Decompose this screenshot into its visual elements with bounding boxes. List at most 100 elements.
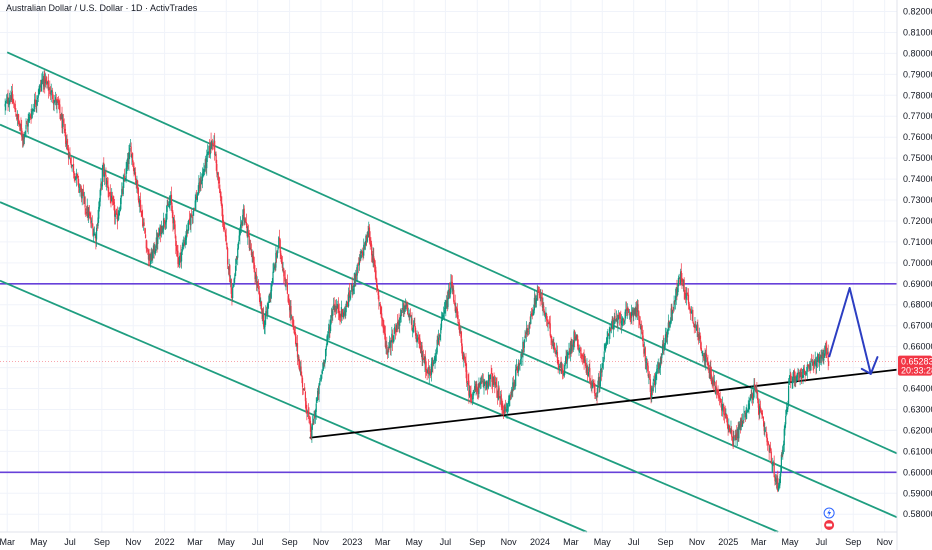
candle-body (216, 164, 218, 174)
candle-body (317, 390, 319, 396)
candle-body (47, 81, 49, 84)
candle-body (535, 299, 537, 304)
candle-body (96, 226, 98, 228)
candle-body (386, 345, 388, 349)
projection-path (828, 286, 872, 375)
candle-body (497, 396, 499, 399)
candle-body (573, 331, 575, 344)
candle-body (408, 313, 410, 317)
candle-body (61, 113, 63, 129)
candle-body (247, 229, 249, 238)
candle-body (487, 380, 489, 389)
candle-body (31, 110, 33, 117)
candle-body (758, 407, 760, 414)
candle-body (68, 153, 70, 159)
candle-body (102, 164, 104, 170)
candle-body (613, 324, 615, 330)
candle-body (705, 353, 708, 358)
candle-body (445, 304, 447, 309)
candle-body (682, 283, 684, 286)
candle-body (777, 478, 779, 492)
candle-body (691, 311, 693, 314)
candle-body (37, 95, 39, 98)
candle-body (471, 397, 474, 400)
candle-body (623, 319, 625, 324)
candle-body (224, 227, 226, 231)
candle-body (42, 79, 44, 85)
candle-body (703, 353, 705, 359)
candle-body (569, 349, 571, 355)
candle-body (733, 435, 736, 437)
candle-body (827, 351, 829, 362)
candle-body (108, 192, 111, 194)
candle-body (113, 204, 116, 217)
candle-body (36, 100, 38, 105)
candle-body (782, 444, 785, 447)
candle-body (664, 334, 667, 345)
candle-body (467, 381, 469, 382)
candle-body (366, 232, 368, 242)
candle-body (139, 200, 142, 212)
candle-body (381, 317, 384, 322)
candle-body (165, 213, 168, 223)
candle-body (55, 98, 57, 105)
candle-body (65, 142, 67, 146)
candle-body (805, 372, 807, 374)
candle-body (310, 433, 312, 438)
candle-body (383, 326, 385, 329)
candle-body (103, 171, 106, 177)
candle-body (247, 231, 250, 237)
candle-body (228, 266, 230, 270)
candle-body (357, 262, 359, 264)
candle-body (618, 314, 620, 320)
candle-body (512, 384, 515, 390)
candle-body (696, 325, 698, 331)
candle-body (295, 336, 297, 347)
candle-body (327, 334, 329, 338)
candle-body (661, 344, 664, 354)
candle-body (411, 318, 413, 330)
candle-body (98, 206, 100, 219)
candle-body (220, 199, 222, 204)
x-tick-label: 2022 (155, 537, 175, 547)
candle-body (450, 281, 452, 293)
candle-body (605, 344, 607, 347)
candle-body (577, 344, 579, 351)
candle-body (53, 102, 55, 105)
candle-body (176, 250, 178, 252)
candle-body (511, 390, 513, 393)
candle-body (708, 364, 710, 367)
candle-body (489, 374, 492, 380)
candle-body (478, 383, 480, 394)
candle-body (154, 251, 156, 253)
candle-body (625, 308, 628, 311)
x-tick-label: May (782, 537, 800, 547)
candle-body (515, 366, 517, 371)
candle-body (363, 246, 366, 249)
candle-body (449, 291, 451, 298)
candle-body (240, 222, 242, 226)
candle-body (584, 359, 586, 362)
candle-body (83, 192, 85, 197)
candle-body (409, 316, 411, 317)
candle-body (436, 339, 438, 353)
candle-body (424, 356, 426, 365)
candle-body (12, 100, 14, 103)
candle-body (764, 430, 767, 432)
candle-body (137, 187, 139, 201)
candle-body (694, 324, 696, 328)
candle-body (35, 102, 37, 104)
candle-body (288, 303, 291, 311)
candle-body (69, 152, 71, 157)
candle-body (292, 318, 294, 326)
candle-body (184, 240, 186, 244)
grid (0, 0, 897, 532)
candle-body (105, 174, 107, 185)
candle-body (602, 359, 605, 363)
candle-body (155, 237, 157, 248)
candle-body (784, 424, 786, 430)
candle-body (262, 315, 264, 318)
